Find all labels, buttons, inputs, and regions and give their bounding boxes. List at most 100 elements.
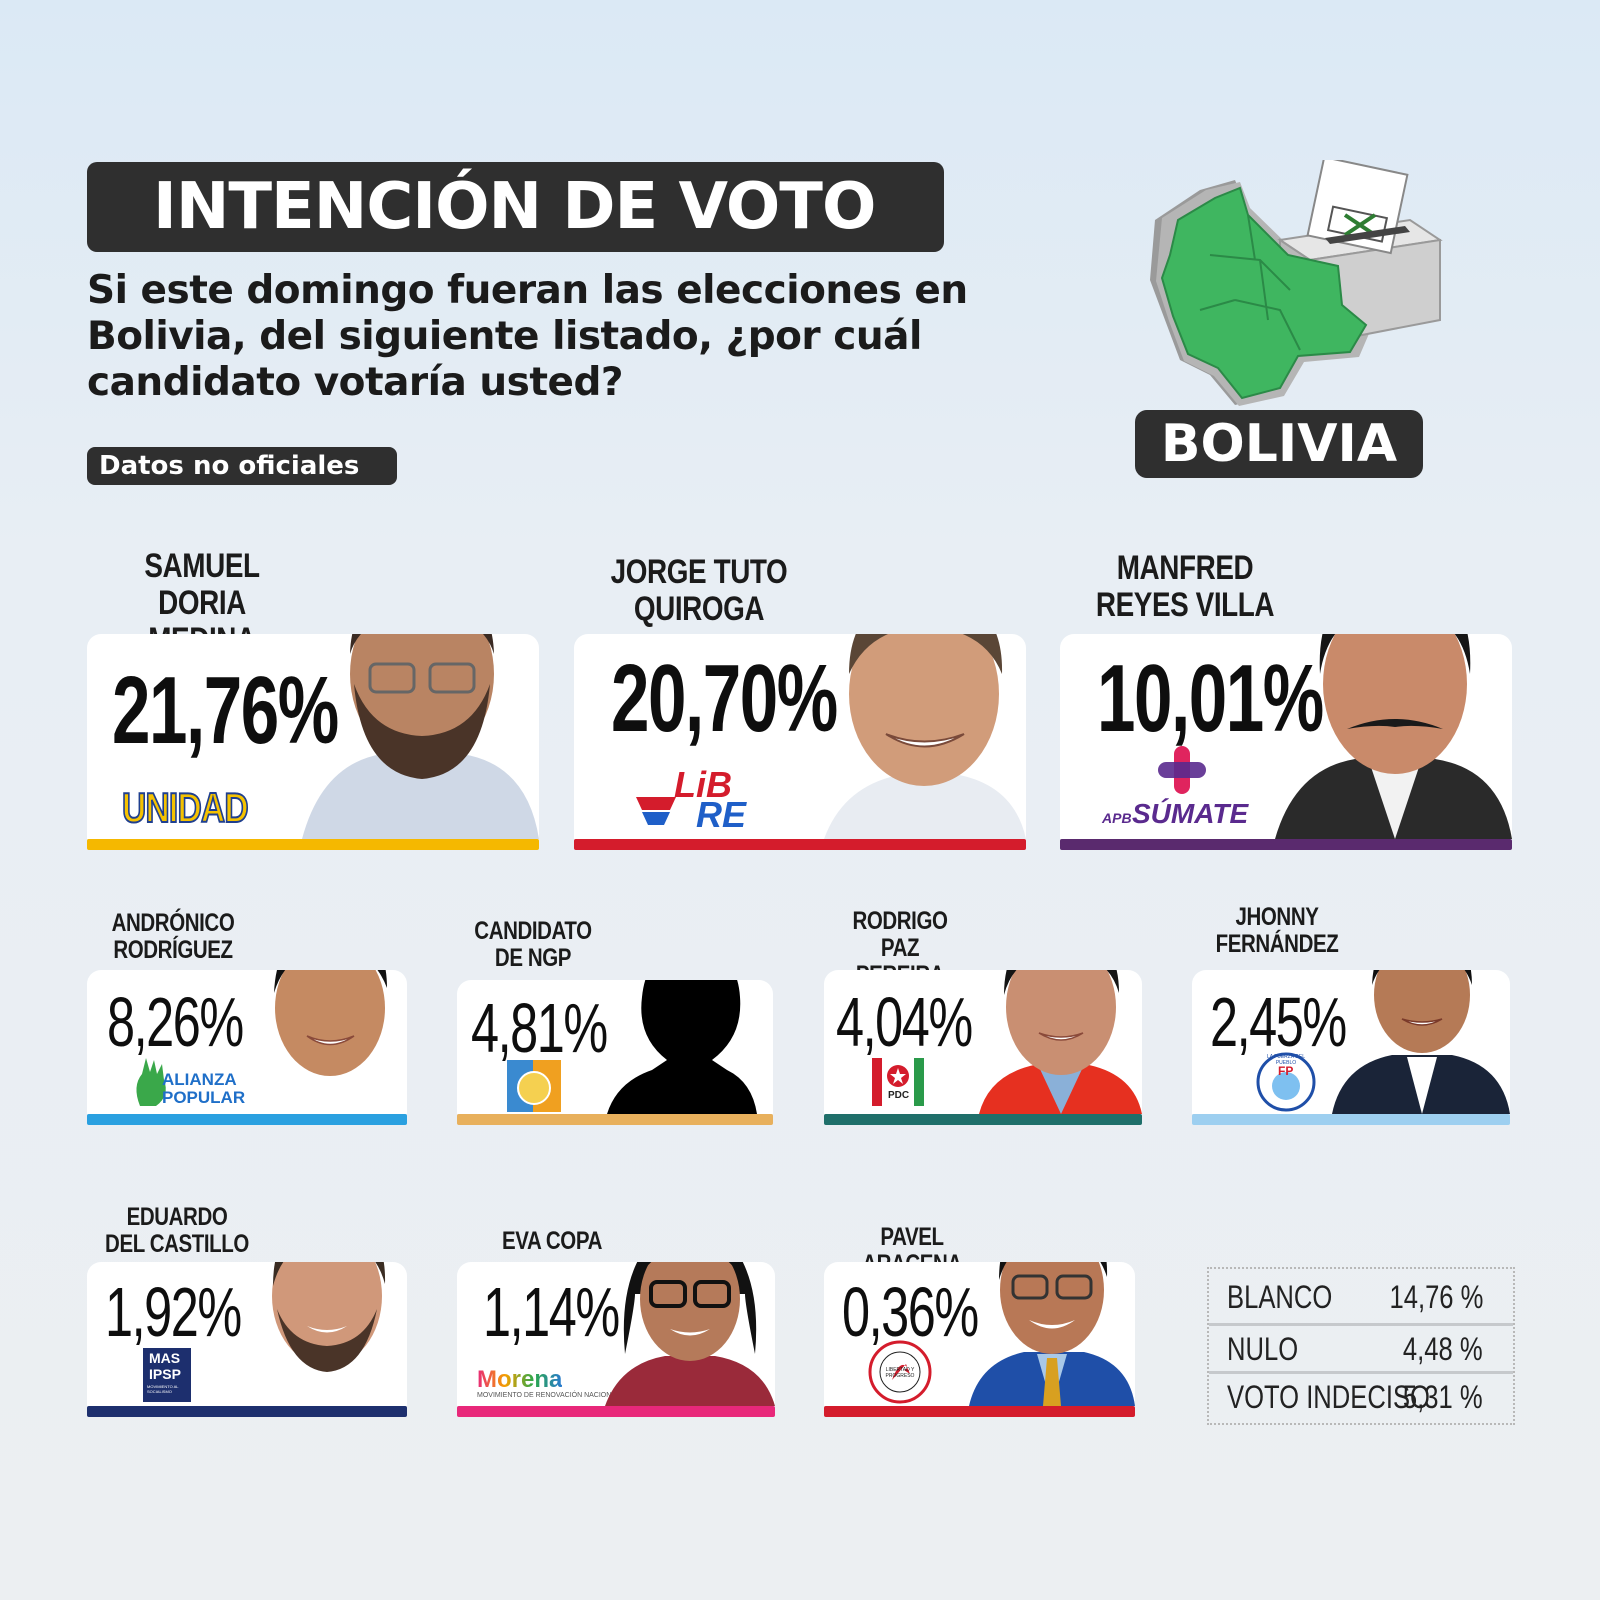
row-value: 5,31 % [1403, 1379, 1483, 1415]
candidate-card: EVA COPA 1,14% Morena MOVIMIENTO DE RENO… [457, 1204, 775, 1417]
card-panel: 10,01% APB SÚMATE [1060, 634, 1512, 839]
party-name-line2: POPULAR [162, 1088, 246, 1107]
lyp-emblem-icon [868, 1340, 932, 1404]
party-name: Morena [477, 1366, 563, 1393]
table-row: NULO 4,48 % [1221, 1325, 1501, 1373]
candidate-card: JHONNY FERNÁNDEZ 2,45% FP LA FUERZA DEL … [1192, 904, 1510, 1126]
candidate-card: RODRIGO PAZ PEREIRA 4,04% PDC [824, 908, 1142, 1126]
card-panel: 21,76% UNIDAD [87, 634, 539, 839]
table-row: BLANCO 14,76 % [1221, 1273, 1501, 1321]
party-color-bar [824, 1406, 1135, 1417]
alianza-hand-icon [136, 1058, 166, 1106]
candidate-card: ANDRÓNICO RODRÍGUEZ 8,26% ALIANZA POPULA… [87, 908, 407, 1126]
candidate-percentage: 4,04% [836, 983, 973, 1061]
row-value: 4,48 % [1403, 1331, 1483, 1367]
party-logo-ngp [507, 1060, 561, 1112]
party-color-bar [574, 839, 1026, 850]
party-name-line1: ALIANZA [162, 1070, 237, 1089]
party-logo-alianza-popular: ALIANZA POPULAR [132, 1056, 246, 1112]
candidate-name: CANDIDATO DE NGP [474, 917, 592, 972]
party-logo-morena: Morena MOVIMIENTO DE RENOVACIÓN NACIONAL [477, 1366, 620, 1402]
sumate-cross-icon [1158, 746, 1206, 794]
candidate-portrait [302, 634, 539, 839]
card-panel: 0,36% LIBERTAD Y PROGRESO [824, 1262, 1135, 1406]
unofficial-data-badge: Datos no oficiales [87, 447, 397, 485]
candidate-portrait [252, 970, 407, 1114]
row-divider [1209, 1371, 1513, 1374]
candidate-percentage: 20,70% [611, 645, 838, 752]
card-panel: 4,81% [457, 980, 773, 1114]
country-badge: BOLIVIA [1135, 410, 1423, 478]
party-logo-sumate: APB SÚMATE [1100, 744, 1260, 834]
candidate-card: EDUARDO DEL CASTILLO 1,92% MAS IPSP MOVI… [87, 1204, 407, 1417]
party-name-top: LiB [674, 764, 732, 805]
candidate-portrait [979, 970, 1142, 1114]
party-color-bar [87, 1406, 407, 1417]
portrait-silhouette-icon [607, 980, 757, 1114]
party-color-bar [1060, 839, 1512, 850]
party-color-bar [824, 1114, 1142, 1125]
candidate-percentage: 4,81% [471, 989, 608, 1067]
party-name: UNIDAD [121, 783, 249, 832]
candidate-name: ANDRÓNICO RODRÍGUEZ [111, 909, 235, 964]
party-ring-text: LA FUERZA DEL PUEBLO [1266, 1054, 1306, 1066]
row-divider [1209, 1323, 1513, 1326]
survey-question: Si este domingo fueran las elecciones en… [87, 268, 968, 405]
pdc-flag-icon [872, 1058, 924, 1106]
candidate-percentage: 0,36% [842, 1273, 979, 1351]
candidate-percentage: 8,26% [107, 983, 244, 1061]
bolivia-map-icon [1150, 160, 1443, 406]
candidate-portrait [1332, 970, 1510, 1114]
row-label: NULO [1227, 1331, 1299, 1367]
card-panel: 2,45% FP LA FUERZA DEL PUEBLO [1192, 970, 1510, 1114]
candidate-percentage: 1,14% [483, 1273, 620, 1351]
party-color-bar [457, 1406, 775, 1417]
card-panel: 1,14% Morena MOVIMIENTO DE RENOVACIÓN NA… [457, 1262, 775, 1406]
party-color-bar [457, 1114, 773, 1125]
party-logo-mas-ipsp: MAS IPSP MOVIMIENTO AL SOCIALISMO [143, 1348, 191, 1402]
row-label: BLANCO [1227, 1279, 1333, 1315]
candidate-name: EVA COPA [501, 1227, 602, 1255]
party-logo-libertad-y-progreso: LIBERTAD Y PROGRESO [868, 1340, 932, 1404]
page-title: INTENCIÓN DE VOTO [87, 162, 944, 252]
candidate-portrait [605, 1262, 775, 1406]
party-name: LIBERTAD Y PROGRESO [885, 1367, 915, 1379]
party-prefix: APB [1102, 810, 1132, 826]
candidate-portrait [824, 634, 1026, 839]
party-name-line2: IPSP [149, 1366, 181, 1382]
candidate-card: PAVEL ARACENA 0,36% LIBERTAD Y PROGRESO [824, 1204, 1135, 1417]
candidate-percentage: 10,01% [1097, 645, 1324, 752]
row-value: 14,76 % [1389, 1279, 1483, 1315]
libre-arrow-icon [636, 797, 676, 825]
candidate-card: JORGE TUTO QUIROGA 20,70% LiB RE [574, 548, 1026, 853]
other-votes-table: BLANCO 14,76 % NULO 4,48 % VOTO INDECISO… [1207, 1267, 1515, 1425]
party-color-bar [87, 1114, 407, 1125]
party-subtitle: MOVIMIENTO AL SOCIALISMO [147, 1384, 179, 1394]
table-row: VOTO INDECISO 5,31 % [1221, 1373, 1501, 1421]
candidate-percentage: 1,92% [105, 1273, 242, 1351]
fp-emblem-icon [1256, 1052, 1316, 1112]
party-logo-unidad: UNIDAD [121, 783, 279, 832]
party-color-bar [1192, 1114, 1510, 1125]
card-panel: 20,70% LiB RE [574, 634, 1026, 839]
candidate-percentage: 21,76% [112, 657, 339, 764]
card-panel: 8,26% ALIANZA POPULAR [87, 970, 407, 1114]
candidate-name: EDUARDO DEL CASTILLO [105, 1203, 249, 1258]
candidate-portrait [1275, 634, 1512, 839]
party-name: SÚMATE [1132, 798, 1249, 829]
candidate-portrait [969, 1262, 1135, 1406]
candidate-percentage: 2,45% [1210, 983, 1347, 1061]
candidate-name: JHONNY FERNÁNDEZ [1215, 903, 1339, 958]
party-color-bar [87, 839, 539, 850]
card-panel: 1,92% MAS IPSP MOVIMIENTO AL SOCIALISMO [87, 1262, 407, 1406]
party-logo-pdc: PDC [872, 1058, 924, 1106]
candidate-name: JORGE TUTO QUIROGA [610, 553, 788, 628]
row-label: VOTO INDECISO [1227, 1379, 1430, 1415]
party-logo-fp: FP LA FUERZA DEL PUEBLO [1256, 1052, 1316, 1112]
candidate-portrait [255, 1262, 397, 1406]
card-panel: 4,04% PDC [824, 970, 1142, 1114]
candidate-name: MANFRED REYES VILLA [1095, 549, 1275, 624]
party-subtitle: MOVIMIENTO DE RENOVACIÓN NACIONAL [477, 1392, 620, 1399]
party-logo-libre: LiB RE [636, 764, 774, 835]
party-name: PDC [888, 1090, 910, 1101]
